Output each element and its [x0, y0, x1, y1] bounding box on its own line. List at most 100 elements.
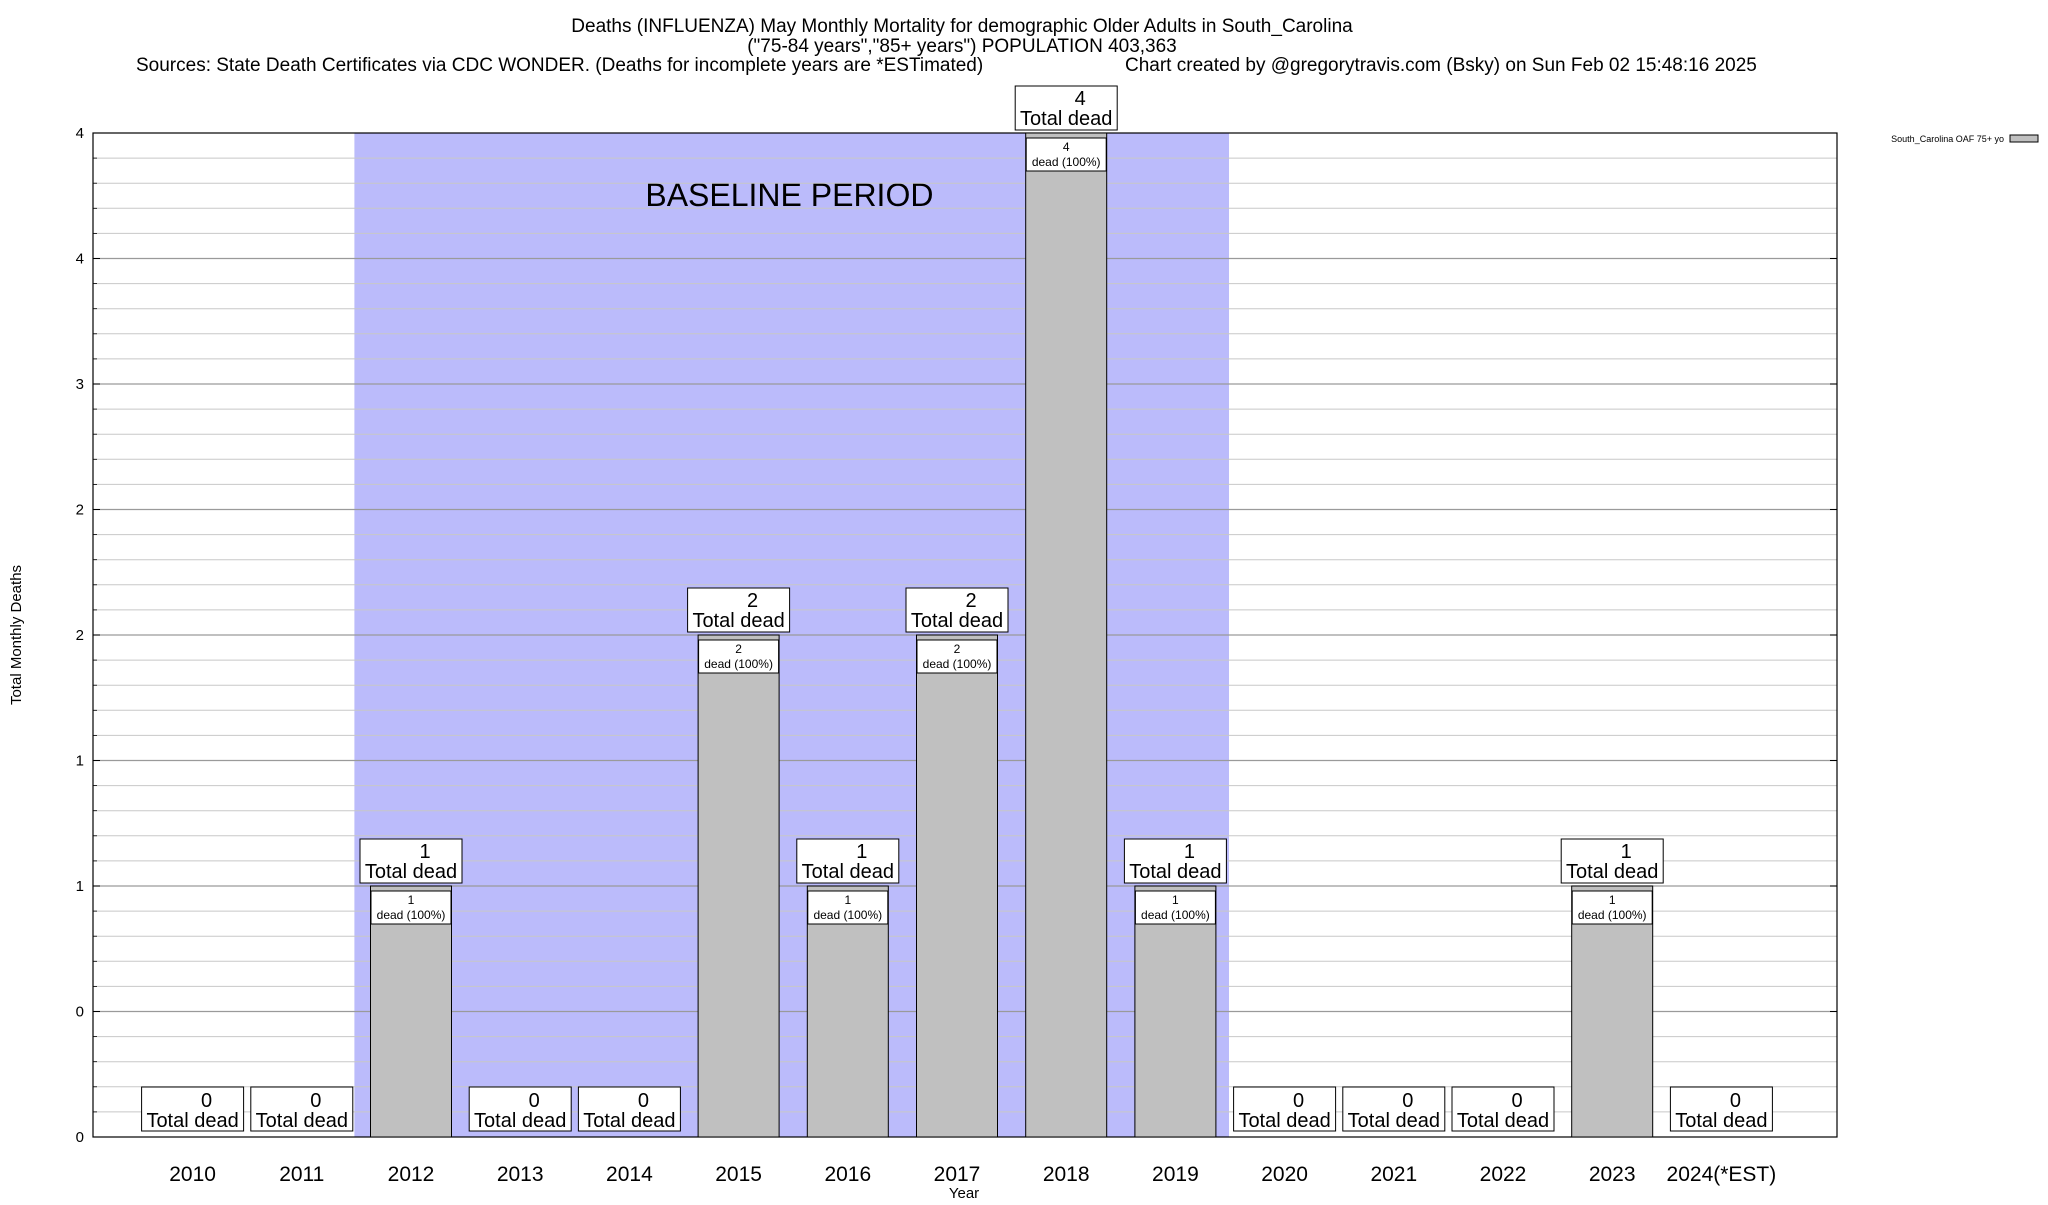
bar-total-label: Total dead [146, 1110, 238, 1132]
x-tick-label: 2021 [1370, 1163, 1417, 1186]
x-tick-label: 2011 [279, 1163, 324, 1186]
bar-total-label: Total dead [692, 610, 784, 632]
x-tick-label: 2019 [1152, 1163, 1199, 1186]
y-tick-label: 1 [76, 753, 84, 770]
bar-total-value: 0 [201, 1090, 212, 1112]
bar [1134, 885, 1217, 1138]
bar-total-label: Total dead [256, 1110, 348, 1132]
bar-total-label-box [1014, 85, 1118, 131]
bar-total-value: 2 [965, 590, 976, 612]
bar-total-label: Total dead [583, 1110, 675, 1132]
bar-total-value: 1 [1621, 841, 1632, 863]
bar-total-label: Total dead [1238, 1110, 1330, 1132]
bar [806, 885, 889, 1138]
bar-total-value: 1 [419, 841, 430, 863]
x-tick-label: 2016 [824, 1163, 871, 1186]
bar-total-label: Total dead [1675, 1110, 1767, 1132]
bar-inner-label-box [916, 639, 998, 674]
bar-total-value: 2 [747, 590, 758, 612]
bar-total-label-box [905, 587, 1009, 633]
bar-total-label: Total dead [1566, 861, 1658, 883]
chart-title-line-2: ("75-84 years","85+ years") POPULATION 4… [747, 36, 1177, 57]
bar-total-label: Total dead [802, 861, 894, 883]
bar-total-value: 0 [529, 1090, 540, 1112]
bar-inner-label: dead (100%) [923, 657, 992, 671]
bar-inner-value: 4 [1063, 140, 1070, 154]
bar-inner-label-box [1134, 890, 1216, 925]
bar [916, 634, 998, 1138]
legend-swatch [2009, 134, 2039, 143]
x-tick-label: 2024(*EST) [1667, 1163, 1777, 1186]
chart-title-line-1: Deaths (INFLUENZA) May Monthly Mortality… [571, 16, 1353, 37]
legend: South_Carolina OAF 75+ yo [1891, 134, 2039, 144]
bar [1025, 132, 1108, 1138]
chart-source-text: Sources: State Death Certificates via CD… [136, 55, 983, 76]
y-tick-label: 3 [76, 376, 84, 393]
bar-inner-label-box [807, 890, 889, 925]
bar-inner-label-box [1025, 137, 1107, 172]
y-axis-label: Total Monthly Deaths [8, 565, 25, 705]
x-tick-label: 2012 [388, 1163, 435, 1186]
x-tick-label: 2014 [606, 1163, 653, 1186]
bar-total-label-box [141, 1086, 245, 1132]
bar-inner-value: 2 [954, 642, 961, 656]
y-tick-label: 1 [76, 878, 84, 895]
baseline-period-label: BASELINE PERIOD [645, 177, 933, 213]
bar-total-value: 0 [1511, 1090, 1522, 1112]
y-tick-label: 0 [76, 1129, 84, 1146]
bar-total-label-box [359, 838, 463, 884]
bar [1571, 885, 1654, 1138]
bar-inner-value: 1 [844, 893, 851, 907]
bar-inner-label: dead (100%) [377, 908, 446, 922]
bar-inner-value: 1 [1172, 893, 1179, 907]
bar-inner-label: dead (100%) [1032, 155, 1101, 169]
x-tick-label: 2020 [1261, 1163, 1308, 1186]
bar-total-label: Total dead [474, 1110, 566, 1132]
bar-total-label: Total dead [365, 861, 457, 883]
bar-total-label-box [1233, 1086, 1337, 1132]
bar-total-label: Total dead [1129, 861, 1221, 883]
bar-total-value: 0 [1402, 1090, 1413, 1112]
x-axis-label: Year [949, 1185, 979, 1200]
x-tick-label: 2015 [715, 1163, 762, 1186]
bar-total-label-box [1669, 1086, 1773, 1132]
bar-total-label-box [1123, 838, 1227, 884]
bar-total-label-box [1342, 1086, 1446, 1132]
x-tick-label: 2010 [169, 1163, 216, 1186]
bar-inner-label-box [698, 639, 780, 674]
bar-total-value: 0 [1730, 1090, 1741, 1112]
x-tick-label: 2023 [1589, 1163, 1636, 1186]
y-tick-label: 0 [76, 1004, 84, 1021]
bar-total-value: 4 [1075, 88, 1086, 110]
bar-total-label: Total dead [1348, 1110, 1440, 1132]
y-tick-label: 2 [76, 627, 84, 644]
bar-total-label-box [796, 838, 900, 884]
bar-inner-label-box [1571, 890, 1653, 925]
bar-total-value: 0 [1293, 1090, 1304, 1112]
y-tick-label: 4 [76, 251, 84, 268]
bar-total-label-box [250, 1086, 354, 1132]
bar-total-label-box [577, 1086, 681, 1132]
bar-inner-value: 1 [1609, 893, 1616, 907]
bar-inner-label: dead (100%) [704, 657, 773, 671]
chart-credit-text: Chart created by @gregorytravis.com (Bsk… [1125, 55, 1757, 76]
x-tick-label: 2013 [497, 1163, 544, 1186]
bar-total-label: Total dead [1020, 108, 1112, 130]
bar-total-value: 0 [310, 1090, 321, 1112]
bar-total-label: Total dead [911, 610, 1003, 632]
bar-total-value: 1 [856, 841, 867, 863]
y-tick-label: 2 [76, 502, 84, 519]
bar-total-value: 1 [1184, 841, 1195, 863]
x-tick-label: 2022 [1480, 1163, 1527, 1186]
bar-inner-label: dead (100%) [1578, 908, 1647, 922]
bar-total-label-box [1451, 1086, 1555, 1132]
x-tick-label: 2017 [934, 1163, 981, 1186]
bar-inner-label-box [370, 890, 452, 925]
legend-label: South_Carolina OAF 75+ yo [1891, 134, 2004, 144]
bar-total-value: 0 [638, 1090, 649, 1112]
bar-inner-value: 2 [735, 642, 742, 656]
y-tick-label: 4 [76, 125, 84, 142]
bar-total-label: Total dead [1457, 1110, 1549, 1132]
